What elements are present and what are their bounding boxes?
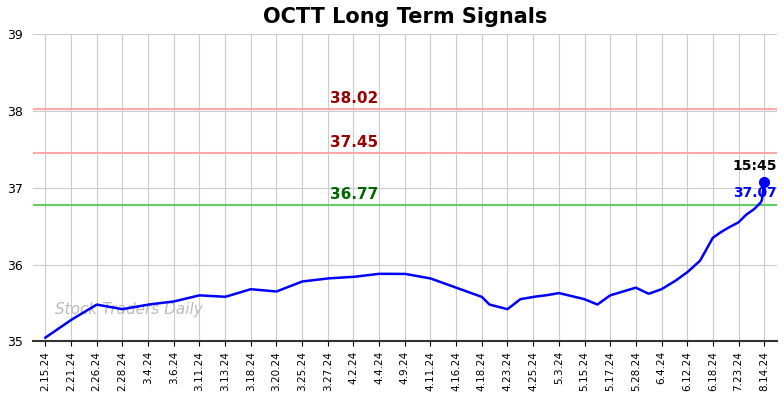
Text: 37.07: 37.07 (733, 186, 777, 200)
Title: OCTT Long Term Signals: OCTT Long Term Signals (263, 7, 547, 27)
Text: 15:45: 15:45 (732, 159, 777, 173)
Text: 36.77: 36.77 (330, 187, 379, 202)
Text: Stock Traders Daily: Stock Traders Daily (55, 302, 202, 317)
Text: 37.45: 37.45 (330, 135, 379, 150)
Text: 38.02: 38.02 (330, 91, 379, 106)
